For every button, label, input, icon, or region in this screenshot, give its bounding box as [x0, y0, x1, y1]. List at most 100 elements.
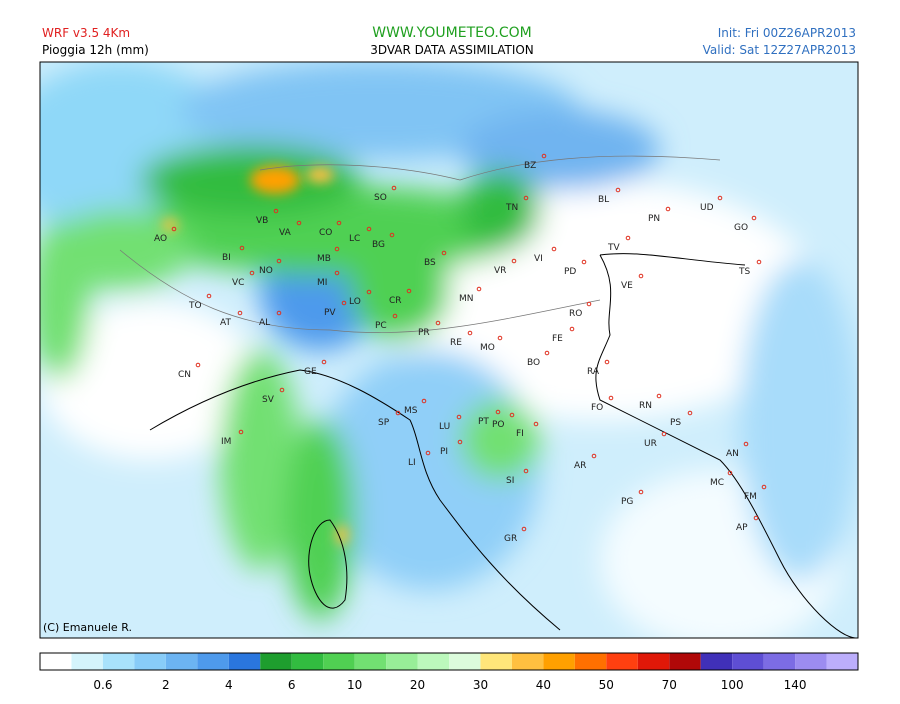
city-label: MN: [459, 294, 474, 304]
city-label: TO: [188, 301, 202, 311]
color-swatch: [543, 653, 575, 670]
method-label: 3DVAR DATA ASSIMILATION: [370, 43, 534, 57]
colorbar-label: 10: [347, 678, 362, 692]
city-marker: [336, 220, 342, 226]
color-swatch: [323, 653, 355, 670]
colorbar: 0.6 2 4 6 10 20 30 40 50 70 100 140: [39, 652, 859, 692]
city-label: AP: [736, 523, 748, 533]
city-label: VC: [232, 278, 244, 288]
city-label: BI: [222, 253, 231, 263]
city-label: LO: [349, 297, 361, 307]
color-swatch: [134, 653, 166, 670]
city-marker: [581, 259, 587, 265]
city-label: VB: [256, 216, 268, 226]
city-label: RN: [639, 401, 652, 411]
city-marker: [321, 359, 327, 365]
color-swatch: [669, 653, 701, 670]
color-swatch: [260, 653, 292, 670]
color-swatch: [480, 653, 512, 670]
city-marker: [276, 310, 282, 316]
city-marker: [497, 335, 503, 341]
city-marker: [727, 470, 733, 476]
city-marker: [661, 431, 667, 437]
coastline: [599, 253, 746, 266]
city-marker: [276, 258, 282, 264]
peak-blobs: [162, 166, 348, 545]
city-marker: [751, 215, 757, 221]
colorbar-frame: [39, 652, 859, 671]
city-label: PN: [648, 214, 660, 224]
city-label: CR: [389, 296, 402, 306]
color-swatch: [165, 653, 198, 670]
city-label: CN: [178, 370, 191, 380]
colorbar-label: 0.6: [93, 678, 112, 692]
color-swatch: [795, 653, 827, 670]
city-marker: [533, 421, 539, 427]
city-label: PV: [324, 308, 336, 318]
city-marker: [638, 489, 644, 495]
city-label: LI: [408, 458, 416, 468]
city-label: PS: [670, 418, 681, 428]
city-label: MB: [317, 254, 331, 264]
color-swatch: [228, 653, 261, 670]
color-swatch: [732, 653, 764, 670]
city-marker: [366, 289, 372, 295]
color-swatch: [511, 653, 544, 670]
city-label: MC: [710, 478, 724, 488]
city-marker: [406, 288, 412, 294]
city-marker: [608, 395, 614, 401]
city-label: GO: [734, 223, 748, 233]
city-marker: [743, 441, 749, 447]
city-label: LU: [439, 422, 450, 432]
city-marker: [279, 387, 285, 393]
city-marker: [249, 270, 255, 276]
city-label: BG: [372, 240, 385, 250]
color-swatch: [40, 653, 72, 670]
city-marker: [389, 232, 395, 238]
model-label: WRF v3.5 4Km: [42, 26, 130, 40]
city-label: PR: [418, 328, 430, 338]
city-marker: [615, 187, 621, 193]
city-marker: [206, 293, 212, 299]
city-label: VI: [534, 254, 543, 264]
city-label: PI: [440, 447, 448, 457]
city-label: CO: [319, 228, 332, 238]
colorbar-label: 30: [473, 678, 488, 692]
city-label: SV: [262, 395, 275, 405]
city-label: FE: [552, 334, 563, 344]
city-label: SP: [378, 418, 390, 428]
island: [308, 519, 348, 609]
city-marker: [687, 410, 693, 416]
color-swatch: [449, 653, 481, 670]
city-marker: [761, 484, 767, 490]
city-label: AO: [154, 234, 167, 244]
city-marker: [625, 235, 631, 241]
city-label: RO: [569, 309, 582, 319]
city-label: AN: [726, 449, 739, 459]
city-marker: [273, 208, 279, 214]
city-marker: [441, 250, 447, 256]
city-label: TV: [607, 243, 620, 253]
city-marker: [551, 246, 557, 252]
city-marker: [569, 326, 575, 332]
city-label: UR: [644, 439, 657, 449]
site-label: WWW.YOUMETEO.COM: [372, 25, 532, 41]
city-marker: [425, 450, 431, 456]
color-swatch: [637, 653, 670, 670]
color-swatch: [417, 653, 449, 670]
borders: [119, 155, 721, 334]
color-swatch: [102, 653, 135, 670]
color-swatch: [606, 653, 638, 670]
city-label: PG: [621, 497, 633, 507]
color-swatch: [386, 653, 418, 670]
city-label: FM: [744, 492, 757, 502]
city-marker: [467, 330, 473, 336]
map-frame: [39, 61, 859, 639]
city-marker: [638, 273, 644, 279]
coastline: [595, 254, 858, 638]
colorbar-label: 50: [599, 678, 614, 692]
city-marker: [495, 409, 501, 415]
colorbar-label: 100: [721, 678, 744, 692]
coastline: [149, 369, 561, 631]
